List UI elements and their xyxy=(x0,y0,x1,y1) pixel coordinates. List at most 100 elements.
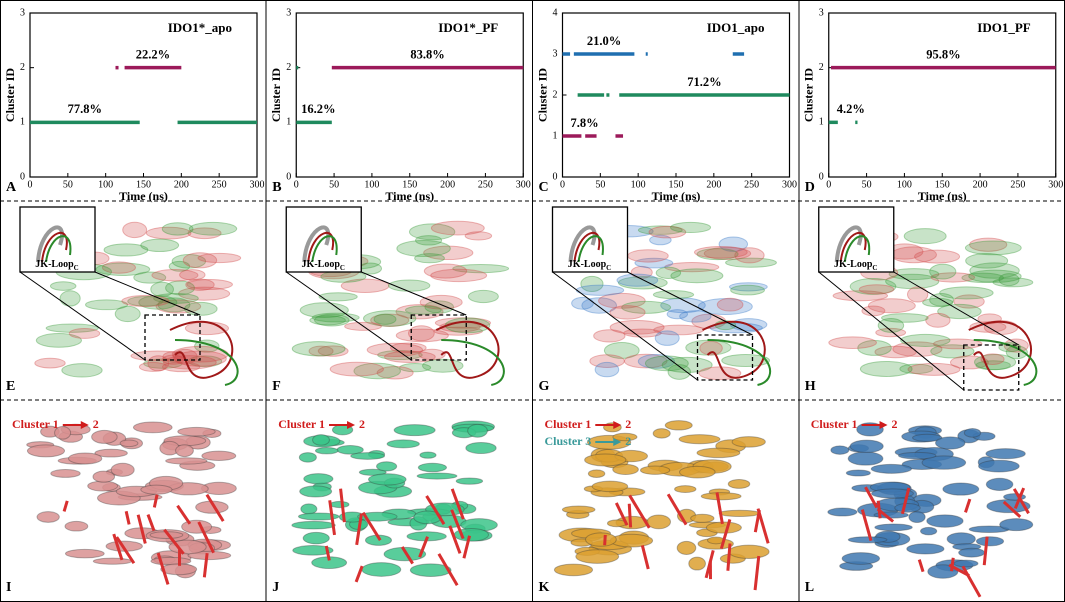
loop xyxy=(441,339,505,386)
helix xyxy=(670,221,712,234)
helix xyxy=(395,304,444,320)
helix xyxy=(731,436,766,448)
helix xyxy=(119,439,139,448)
helix xyxy=(182,252,218,269)
motion-cone xyxy=(112,533,124,561)
zoom-line xyxy=(627,271,753,336)
helix xyxy=(467,423,488,438)
motion-cone xyxy=(640,545,650,570)
motion-cone xyxy=(328,500,336,536)
helix xyxy=(314,313,350,327)
helix xyxy=(953,294,985,309)
helix xyxy=(318,292,358,302)
helix xyxy=(68,327,101,339)
helix xyxy=(926,514,964,528)
helix xyxy=(849,439,884,454)
helix xyxy=(728,282,768,292)
helix xyxy=(897,451,937,460)
helix xyxy=(291,520,336,530)
helix xyxy=(589,354,625,368)
inset-loop xyxy=(839,231,867,263)
motion-cone xyxy=(462,535,471,559)
motion-cone xyxy=(152,494,159,508)
y-axis-title: Cluster ID xyxy=(3,68,17,122)
transition-arrowhead xyxy=(879,421,888,429)
helix xyxy=(580,275,604,293)
helix xyxy=(399,363,432,373)
helix xyxy=(718,236,749,252)
helix xyxy=(455,477,484,485)
zoom-box xyxy=(696,334,754,381)
helix xyxy=(646,514,672,530)
inset-loop xyxy=(843,235,871,263)
helix xyxy=(133,271,167,284)
helix xyxy=(110,462,135,477)
helix xyxy=(664,420,693,431)
zoom-line xyxy=(893,271,1020,346)
loop xyxy=(435,320,500,379)
x-tick-label: 250 xyxy=(478,179,493,190)
helix xyxy=(899,363,934,375)
y-tick-label: 2 xyxy=(819,62,824,73)
motion-cone xyxy=(146,514,156,532)
x-tick-label: 150 xyxy=(669,179,684,190)
helix xyxy=(430,268,488,283)
y-tick-label: 0 xyxy=(819,171,824,182)
helix xyxy=(361,562,402,577)
helix xyxy=(36,511,60,523)
motion-cone xyxy=(156,552,170,585)
motion-cone xyxy=(324,545,331,561)
helix xyxy=(423,245,474,261)
transition-arrowhead xyxy=(613,421,622,429)
helix xyxy=(637,225,683,235)
helix xyxy=(396,240,451,258)
helix xyxy=(132,421,173,434)
x-tick-label: 300 xyxy=(250,179,265,190)
x-tick-label: 250 xyxy=(1010,179,1025,190)
helix xyxy=(165,280,195,296)
helix xyxy=(177,426,216,437)
helix xyxy=(609,320,665,335)
helix xyxy=(985,477,1014,492)
motion-cone xyxy=(864,486,879,509)
helix xyxy=(679,310,712,323)
helix xyxy=(188,221,238,236)
helix xyxy=(292,545,334,556)
helix xyxy=(329,500,350,509)
motion-cone xyxy=(361,511,382,541)
helix xyxy=(841,552,881,565)
motion-cone xyxy=(450,509,465,540)
helix xyxy=(464,231,493,241)
transition-to: 2 xyxy=(93,417,99,431)
x-tick-label: 150 xyxy=(402,179,417,190)
helix xyxy=(140,484,173,495)
x-tick-label: 50 xyxy=(63,179,73,190)
helix xyxy=(922,297,954,308)
helix xyxy=(630,265,653,279)
loop xyxy=(169,320,234,379)
helix xyxy=(885,273,940,290)
motion-cone xyxy=(756,508,770,544)
helix xyxy=(933,338,983,350)
helix xyxy=(317,345,349,357)
x-tick-label: 200 xyxy=(706,179,721,190)
helix xyxy=(667,364,692,380)
inset-label-text: JK-Loop xyxy=(834,259,873,270)
helix xyxy=(178,286,231,301)
transition-arrowhead xyxy=(613,438,622,446)
motion-cone xyxy=(876,500,882,519)
helix xyxy=(340,278,390,293)
helix xyxy=(452,263,510,274)
helix xyxy=(591,480,629,493)
y-tick-label: 3 xyxy=(286,7,291,18)
panel-letter: G xyxy=(539,379,550,394)
helix xyxy=(867,298,916,314)
motion-cone xyxy=(603,534,607,546)
inset-loop xyxy=(311,235,338,263)
motion-cone xyxy=(961,565,982,598)
helix xyxy=(859,360,913,377)
helix xyxy=(314,447,339,455)
helix xyxy=(903,228,947,245)
helix xyxy=(697,298,753,315)
